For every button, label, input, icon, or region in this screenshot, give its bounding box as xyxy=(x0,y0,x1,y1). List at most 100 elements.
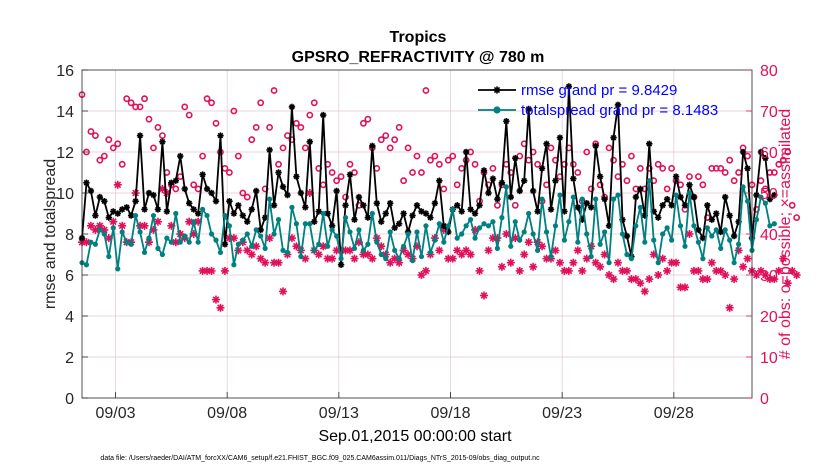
rmse-point xyxy=(212,198,220,205)
rmse-point xyxy=(284,191,291,199)
asterisk-stroke xyxy=(231,210,237,217)
rmse-point xyxy=(190,206,197,213)
obs-possible-point xyxy=(770,169,778,176)
asterisk-stroke xyxy=(721,271,729,279)
asterisk-stroke xyxy=(186,200,193,207)
asterisk-stroke xyxy=(646,140,653,147)
rmse-point xyxy=(360,202,367,209)
asterisk-stroke xyxy=(767,196,773,202)
x-tick-label: 09/03 xyxy=(95,405,135,422)
totalspread-series xyxy=(79,178,777,272)
totalspread-point xyxy=(97,227,103,233)
asterisk-stroke xyxy=(436,177,443,184)
asterisk-stroke xyxy=(601,196,608,202)
rmse-point xyxy=(203,185,211,193)
asterisk-stroke xyxy=(574,247,582,254)
totalspread-point xyxy=(325,243,331,249)
asterisk-stroke xyxy=(681,283,689,291)
obs-possible-point xyxy=(297,124,305,131)
asterisk-stroke xyxy=(637,186,644,192)
asterisk-stroke xyxy=(396,220,402,227)
obs-assimilated-point xyxy=(645,275,654,284)
obs-assimilated-point xyxy=(707,258,716,267)
obs-possible-point xyxy=(252,124,260,131)
asterisk-stroke xyxy=(498,263,506,271)
obs-possible-point xyxy=(123,95,131,103)
totalspread-point xyxy=(405,231,411,237)
rmse-point xyxy=(494,195,501,203)
asterisk-stroke xyxy=(391,225,398,231)
asterisk-stroke xyxy=(458,208,465,215)
totalspread-point xyxy=(664,225,670,231)
y-right-tick-label: 10 xyxy=(760,350,778,367)
asterisk-stroke xyxy=(404,251,412,258)
rmse-point xyxy=(659,202,666,209)
obs-possible-point xyxy=(150,144,157,152)
totalspread-point xyxy=(88,239,94,245)
obs-possible-point xyxy=(654,160,662,168)
totalspread-point xyxy=(508,243,514,249)
totalspread-point xyxy=(374,239,380,245)
asterisk-stroke xyxy=(664,196,670,202)
obs-assimilated-point xyxy=(779,254,788,263)
asterisk-stroke xyxy=(261,259,269,267)
asterisk-stroke xyxy=(97,194,103,200)
asterisk-stroke xyxy=(552,247,559,254)
rmse-point xyxy=(757,148,765,156)
obs-assimilated-point xyxy=(301,254,310,263)
obs-assimilated-point xyxy=(725,303,734,312)
obs-possible-point xyxy=(440,185,448,193)
obs-possible-point xyxy=(212,119,220,127)
obs-assimilated-point xyxy=(207,266,216,275)
totalspread-point xyxy=(713,227,719,233)
asterisk-stroke xyxy=(418,208,425,215)
rmse-point xyxy=(150,191,157,199)
totalspread-point xyxy=(695,239,702,245)
rmse-point xyxy=(279,183,287,191)
asterisk-stroke xyxy=(592,259,600,267)
totalspread-point xyxy=(186,239,192,245)
totalspread-point xyxy=(445,223,451,229)
asterisk-stroke xyxy=(266,147,273,153)
obs-assimilated-point xyxy=(582,254,591,263)
rmse-point xyxy=(373,200,380,207)
y-right-tick-label: 50 xyxy=(760,186,778,203)
obs-possible-point xyxy=(199,152,206,160)
totalspread-point xyxy=(159,251,165,258)
asterisk-stroke xyxy=(109,218,117,226)
totalspread-point xyxy=(606,260,612,266)
rmse-point xyxy=(614,101,622,109)
asterisk-stroke xyxy=(422,267,430,275)
obs-possible-point xyxy=(605,144,613,152)
asterisk-stroke xyxy=(328,255,336,262)
rmse-point xyxy=(199,171,206,178)
rmse-point xyxy=(570,175,577,182)
obs-assimilated-point xyxy=(640,287,649,296)
obs-possible-point xyxy=(645,164,653,172)
totalspread-point xyxy=(512,219,518,225)
totalspread-point xyxy=(686,190,693,196)
totalspread-point xyxy=(619,231,626,237)
obs-assimilated-point xyxy=(636,279,645,288)
totalspread-point xyxy=(700,256,706,262)
asterisk-stroke xyxy=(176,230,184,238)
asterisk-stroke xyxy=(208,190,215,196)
obs-possible-point xyxy=(391,136,399,144)
asterisk-stroke xyxy=(467,206,474,213)
rmse-point xyxy=(516,187,523,195)
totalspread-point xyxy=(258,233,264,239)
obs-assimilated-point xyxy=(314,250,323,259)
rmse-point xyxy=(123,204,130,211)
obs-assimilated-point xyxy=(466,250,475,259)
asterisk-stroke xyxy=(248,206,255,213)
asterisk-stroke xyxy=(516,267,524,275)
totalspread-point xyxy=(271,231,277,237)
asterisk-stroke xyxy=(423,210,429,217)
asterisk-stroke xyxy=(262,214,268,221)
totalspread-point xyxy=(177,239,183,245)
legend-rmse-label: rmse grand pr = 9.8429 xyxy=(521,82,677,99)
rmse-point xyxy=(141,206,148,213)
obs-possible-point xyxy=(489,164,497,172)
totalspread-point xyxy=(539,196,545,202)
obs-possible-point xyxy=(208,99,215,107)
